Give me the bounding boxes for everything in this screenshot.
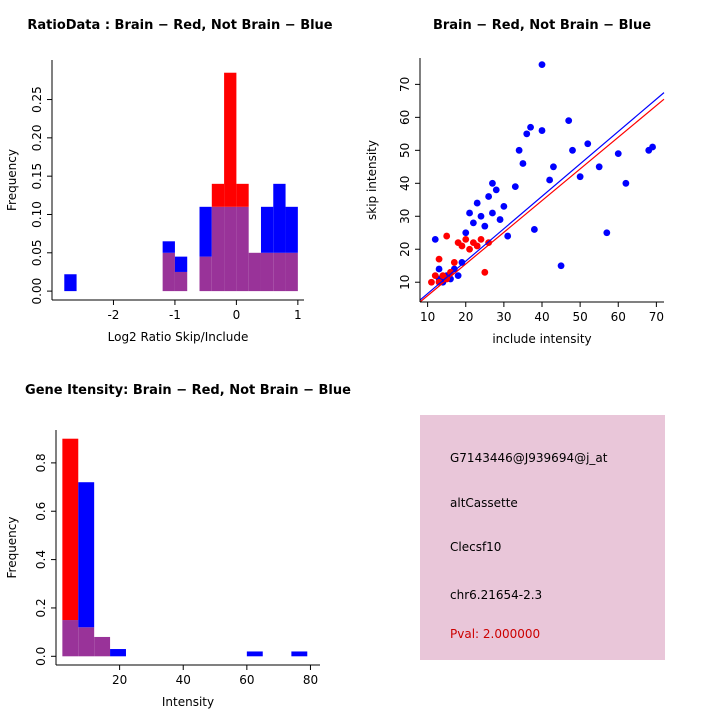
svg-text:Log2 Ratio Skip/Include: Log2 Ratio Skip/Include	[108, 330, 249, 344]
svg-text:40: 40	[176, 673, 191, 687]
svg-text:0.05: 0.05	[30, 239, 44, 266]
gene-info-box: G7143446@J939694@j_at altCassette Clecsf…	[420, 415, 665, 660]
svg-text:30: 30	[496, 310, 511, 324]
svg-text:0.00: 0.00	[30, 278, 44, 305]
svg-text:Frequency: Frequency	[5, 517, 19, 579]
intensity-scatter-chart: 10 20 30 40 50 60 70 10 20 30 40 50 60 70 include inte…	[365, 58, 665, 346]
svg-text:70: 70	[649, 310, 664, 324]
svg-text:10: 10	[398, 275, 412, 290]
svg-text:60: 60	[239, 673, 254, 687]
svg-text:70: 70	[398, 77, 412, 92]
svg-text:0.8: 0.8	[34, 453, 48, 472]
svg-text:40: 40	[534, 310, 549, 324]
svg-text:0.4: 0.4	[34, 550, 48, 569]
svg-text:20: 20	[112, 673, 127, 687]
svg-text:-1: -1	[169, 308, 181, 322]
svg-text:60: 60	[611, 310, 626, 324]
pval-text: Pval: 2.000000	[450, 627, 541, 641]
svg-text:0.6: 0.6	[34, 502, 48, 521]
panel-ratio-histogram: -2 -1 0 1 0.00 0.05 0.10 0.15 0.20 0.25 Log2 Ratio…	[0, 0, 360, 375]
svg-text:20: 20	[398, 242, 412, 257]
svg-text:1: 1	[294, 308, 302, 322]
svg-text:30: 30	[398, 209, 412, 224]
ratio-histogram-chart: -2 -1 0 1 0.00 0.05 0.10 0.15 0.20 0.25 Log2 Ratio…	[5, 60, 304, 344]
svg-text:0: 0	[233, 308, 241, 322]
svg-text:include intensity: include intensity	[492, 332, 591, 346]
svg-text:0.0: 0.0	[34, 647, 48, 666]
event-type-text: altCassette	[450, 496, 518, 510]
svg-text:0.10: 0.10	[30, 201, 44, 228]
svg-text:0.20: 0.20	[30, 124, 44, 151]
svg-text:60: 60	[398, 110, 412, 125]
chromosome-location-text: chr6.21654-2.3	[450, 588, 543, 602]
svg-text:Intensity: Intensity	[162, 695, 214, 709]
panel-gene-intensity-histogram: 20 40 60 80 0.0 0.2 0.4 0.6 0.8 Intensity Frequenc…	[0, 375, 360, 720]
svg-text:80: 80	[303, 673, 318, 687]
panel-gene-info: G7143446@J939694@j_at altCassette Clecsf…	[360, 375, 720, 720]
panel-intensity-scatter: 10 20 30 40 50 60 70 10 20 30 40 50 60 70 include inte…	[360, 0, 720, 375]
svg-text:50: 50	[572, 310, 587, 324]
gene-intensity-histogram-chart: 20 40 60 80 0.0 0.2 0.4 0.6 0.8 Intensity Frequenc…	[5, 430, 320, 709]
svg-text:10: 10	[420, 310, 435, 324]
gene-name-text: Clecsf10	[450, 540, 502, 554]
probe-id-text: G7143446@J939694@j_at	[450, 451, 608, 465]
svg-text:50: 50	[398, 143, 412, 158]
svg-text:0.25: 0.25	[30, 86, 44, 113]
svg-text:40: 40	[398, 176, 412, 191]
svg-text:20: 20	[458, 310, 473, 324]
svg-text:skip intensity: skip intensity	[365, 140, 379, 220]
svg-text:-2: -2	[107, 308, 119, 322]
svg-text:0.2: 0.2	[34, 598, 48, 617]
svg-text:Frequency: Frequency	[5, 149, 19, 211]
svg-text:0.15: 0.15	[30, 163, 44, 190]
